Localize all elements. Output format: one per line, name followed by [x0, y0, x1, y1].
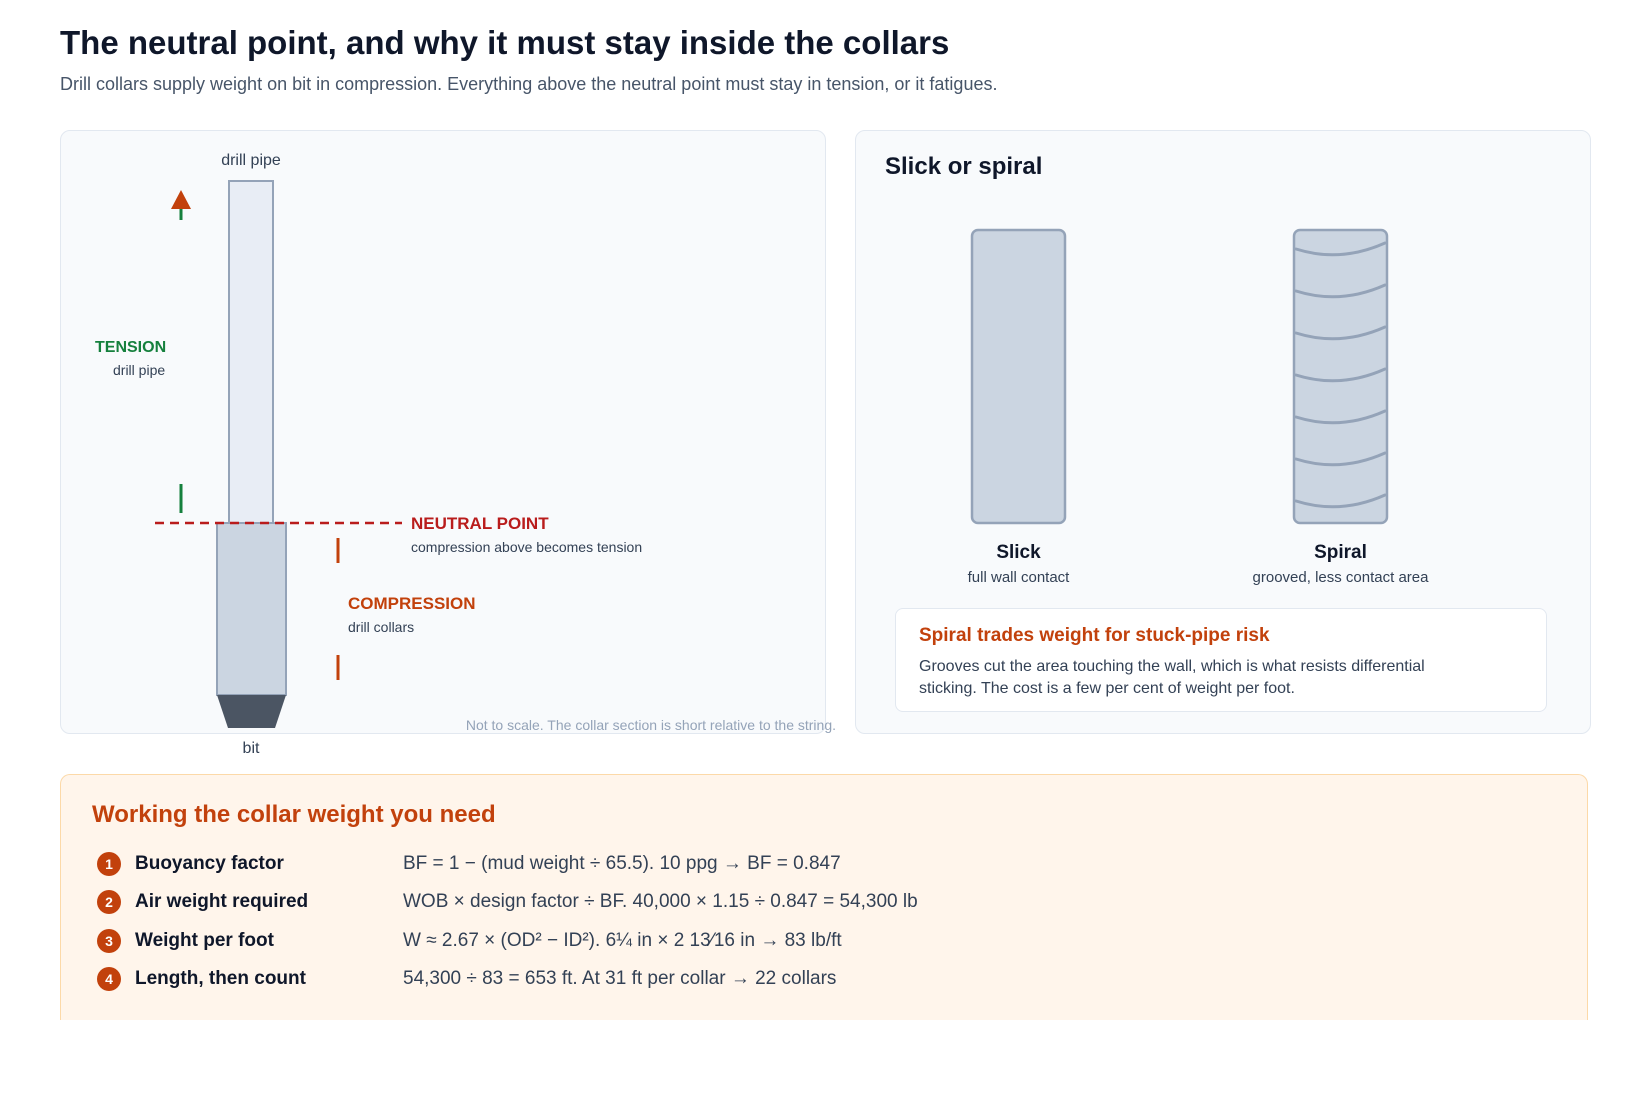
collar-types-drawing: Slick full wall contact Spiral grooved, … [968, 228, 1430, 586]
collar-types-panel: Slick or spiral Slick full wall contact … [855, 130, 1591, 734]
spiral-collar [1292, 228, 1389, 525]
step-number: 4 [97, 967, 121, 991]
step-row: 3 Weight per foot W ≈ 2.67 × (OD² − ID²)… [97, 928, 1547, 954]
spiral-groove [1294, 283, 1387, 299]
callout-body: Grooves cut the area touching the wall, … [919, 658, 1425, 697]
spiral-groove [1294, 325, 1387, 341]
spiral-groove [1294, 367, 1387, 383]
step-formula: W ≈ 2.67 × (OD² − ID²). 6¼ in × 2 13⁄16 … [403, 930, 842, 951]
step-row: 4 Length, then count 54,300 ÷ 83 = 653 f… [97, 966, 1547, 992]
slick-description: full wall contact [968, 569, 1071, 586]
spiral-groove [1294, 409, 1387, 425]
step-label: Length, then count [135, 968, 306, 989]
step-label: Air weight required [135, 891, 309, 912]
step-formula: WOB × design factor ÷ BF. 40,000 × 1.15 … [403, 891, 918, 912]
spiral-groove [1294, 451, 1387, 467]
slick-collar [970, 228, 1067, 525]
spiral-tradeoff-callout: Spiral trades weight for stuck-pipe risk… [895, 608, 1547, 712]
step-row: 1 Buoyancy factor BF = 1 − (mud weight ÷… [97, 851, 1547, 877]
string-diagram-panel [60, 130, 826, 734]
spiral-description: grooved, less contact area [1253, 569, 1430, 586]
page-subtitle: Drill collars supply weight on bit in co… [60, 74, 998, 94]
step-label: Buoyancy factor [135, 853, 284, 874]
collar-weight-steps: Working the collar weight you need 1 Buo… [60, 774, 1588, 1020]
step-number: 2 [97, 890, 121, 914]
steps-title: Working the collar weight you need [92, 801, 496, 828]
slick-name: Slick [996, 542, 1041, 563]
collar-types-heading: Slick or spiral [885, 153, 1043, 180]
spiral-name: Spiral [1314, 542, 1367, 563]
step-formula: BF = 1 − (mud weight ÷ 65.5). 10 ppg → B… [403, 853, 841, 874]
step-label: Weight per foot [135, 930, 274, 951]
step-row: 2 Air weight required WOB × design facto… [97, 889, 1547, 915]
callout-title: Spiral trades weight for stuck-pipe risk [919, 625, 1270, 646]
step-formula: 54,300 ÷ 83 = 653 ft. At 31 ft per colla… [403, 968, 837, 989]
bit-label: bit [243, 740, 260, 757]
page-title: The neutral point, and why it must stay … [60, 24, 950, 61]
spiral-groove [1294, 493, 1387, 509]
spiral-groove [1294, 241, 1387, 257]
step-number: 3 [97, 929, 121, 953]
step-number: 1 [97, 852, 121, 876]
